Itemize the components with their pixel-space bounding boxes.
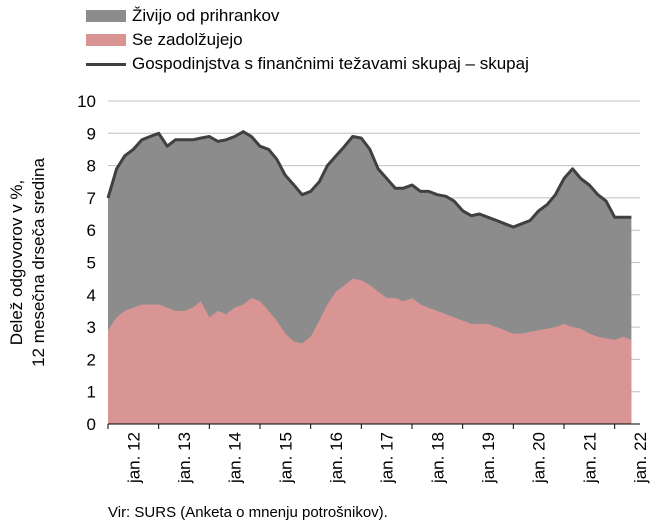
- y-tick-label: 3: [87, 318, 96, 337]
- x-tick-label: jan. 21: [580, 432, 599, 484]
- x-tick-label: jan. 15: [276, 432, 295, 484]
- y-tick-label: 2: [87, 350, 96, 369]
- y-tick-label: 0: [87, 415, 96, 434]
- x-tick-label: jan. 22: [631, 432, 650, 484]
- legend-label-savings: Živijo od prihrankov: [132, 6, 280, 25]
- legend-item-total: Gospodinjstva s finančnimi težavami skup…: [86, 52, 529, 76]
- x-tick-label: jan. 16: [327, 432, 346, 484]
- x-tick-label: jan. 17: [378, 432, 397, 484]
- x-tick-label: jan. 12: [124, 432, 143, 484]
- y-tick-labels: 0 1 2 3 4 5 6 7 8 9 10: [77, 92, 96, 434]
- legend-label-debt: Se zadolžujejo: [132, 30, 243, 49]
- y-tick-label: 7: [87, 189, 96, 208]
- line-total: [106, 130, 632, 229]
- chart-legend: Živijo od prihrankov Se zadolžujejo Gosp…: [86, 4, 529, 76]
- x-tick-label: jan. 14: [226, 432, 245, 484]
- legend-swatch-savings: [86, 10, 126, 22]
- y-tick-label: 1: [87, 383, 96, 402]
- y-axis-label-line2: 12 mesečna drseča sredina: [29, 158, 48, 367]
- x-tick-label: jan. 18: [428, 432, 447, 484]
- source-note: Vir: SURS (Anketa o mnenju potrošnikov).: [108, 504, 388, 521]
- y-tick-label: 10: [77, 92, 96, 111]
- x-tick-label: jan. 13: [175, 432, 194, 484]
- x-tick-label: jan. 19: [479, 432, 498, 484]
- y-tick-label: 8: [87, 157, 96, 176]
- y-tick-label: 5: [87, 254, 96, 273]
- legend-swatch-total: [86, 62, 126, 66]
- x-tick-label: jan. 20: [530, 432, 549, 484]
- legend-item-debt: Se zadolžujejo: [86, 28, 529, 52]
- y-axis-label-line1: Delež odgovorov v %,: [7, 180, 26, 345]
- y-tick-label: 4: [87, 286, 96, 305]
- area-debt: [108, 278, 632, 424]
- x-tick-labels: jan. 12 jan. 13 jan. 14 jan. 15 jan. 16 jan. …: [107, 424, 650, 484]
- legend-swatch-debt: [86, 34, 126, 46]
- y-tick-label: 9: [87, 124, 96, 143]
- y-tick-label: 6: [87, 221, 96, 240]
- legend-label-total: Gospodinjstva s finančnimi težavami skup…: [132, 54, 529, 73]
- legend-item-savings: Živijo od prihrankov: [86, 4, 529, 28]
